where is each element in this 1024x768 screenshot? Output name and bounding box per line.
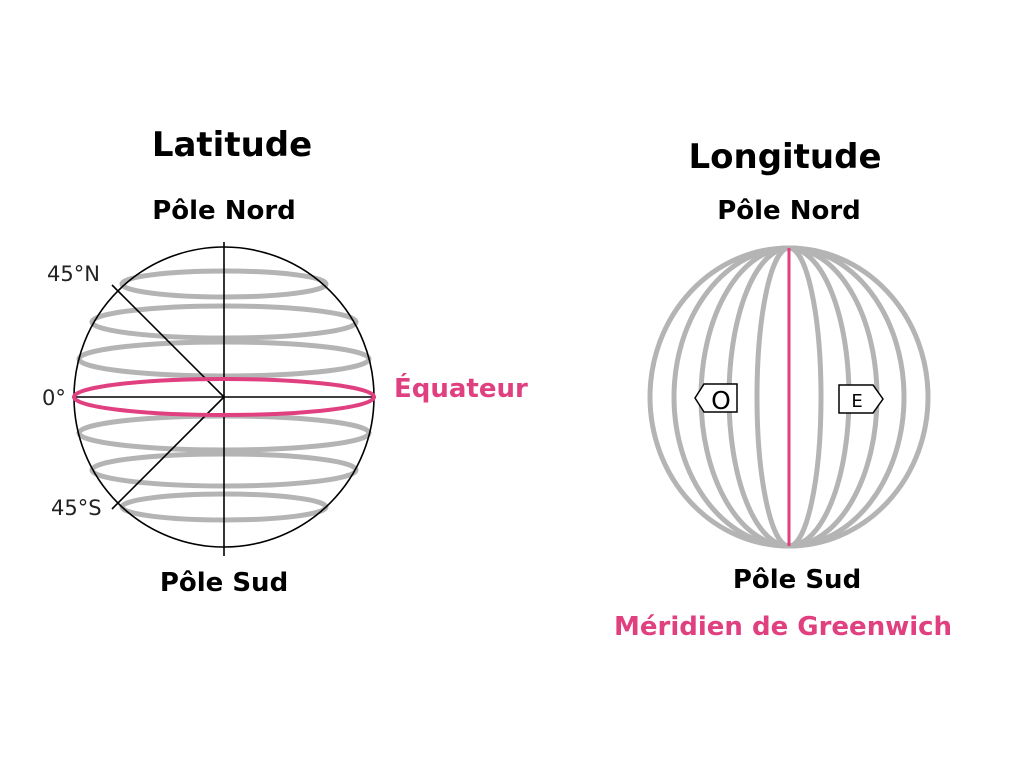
equator-label: Équateur xyxy=(394,374,528,404)
degree-label-45s: 45°S xyxy=(51,496,102,520)
latitude-title: Latitude xyxy=(151,125,313,165)
latitude-south-pole-label: Pôle Sud xyxy=(159,568,289,598)
greenwich-meridian-label: Méridien de Greenwich xyxy=(614,612,953,642)
east-label: E xyxy=(851,391,862,412)
longitude-title: Longitude xyxy=(688,137,882,177)
latitude-north-pole-label: Pôle Nord xyxy=(152,196,296,226)
west-label: O xyxy=(711,386,731,415)
equator-ellipse xyxy=(72,377,376,417)
east-marker: E xyxy=(838,384,884,414)
degree-label-45n: 45°N xyxy=(47,262,100,286)
east-pointer-shape xyxy=(838,384,884,414)
west-pointer-shape xyxy=(694,383,738,413)
longitude-south-pole-label: Pôle Sud xyxy=(732,565,862,595)
longitude-globe: O E xyxy=(647,245,931,549)
longitude-north-pole-label: Pôle Nord xyxy=(717,196,861,226)
latitude-globe xyxy=(72,242,376,556)
degree-label-0: 0° xyxy=(42,386,66,410)
west-marker: O xyxy=(694,383,738,415)
